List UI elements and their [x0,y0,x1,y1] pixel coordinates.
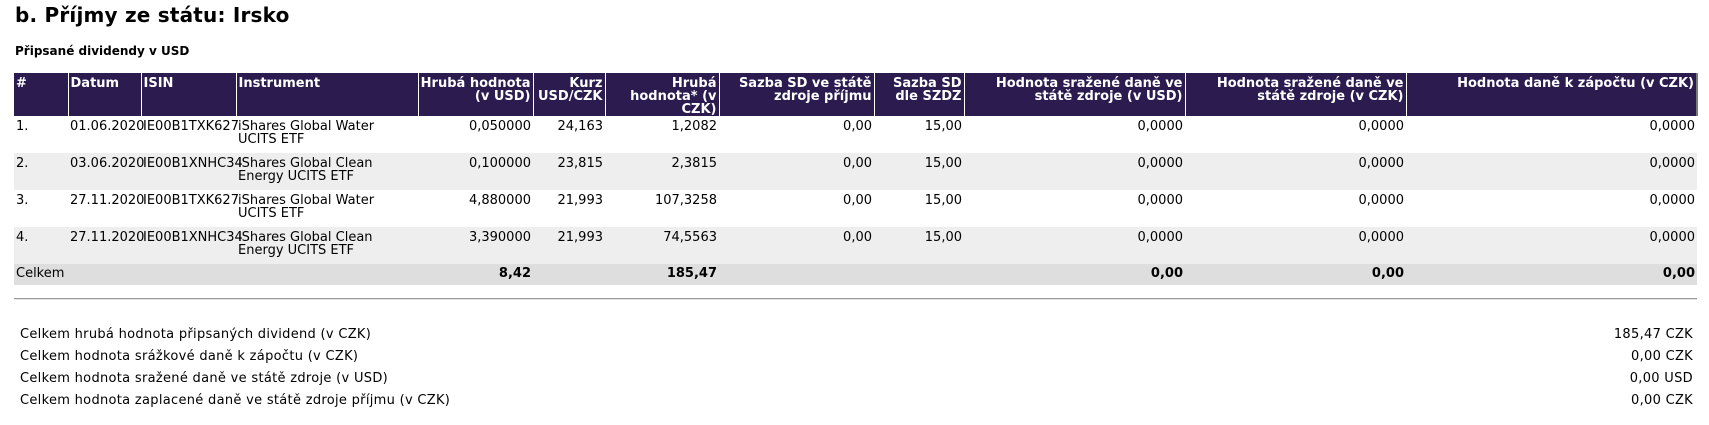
row-treaty-tax-rate: 15,00 [874,153,964,190]
page-title: b. Příjmy ze státu: Irsko [15,3,290,27]
row-withheld-czk: 0,0000 [1185,190,1406,227]
row-rate: 23,815 [533,153,605,190]
row-source-tax-rate: 0,00 [719,227,874,264]
row-date: 27.11.2020 [68,227,144,264]
header-source-tax-rate: Sazba SD ve státě zdroje příjmu [719,73,875,116]
row-source-tax-rate: 0,00 [719,190,874,227]
table-row: 2. 03.06.2020 IE00B1XNHC34 iShares Globa… [14,153,1697,190]
summary-value: 185,47 CZK [1613,327,1693,342]
row-number: 2. [14,153,68,190]
row-withheld-usd: 0,0000 [964,153,1185,190]
row-isin: IE00B1TXK627 [141,116,239,153]
row-isin: IE00B1XNHC34 [141,227,243,264]
row-date: 01.06.2020 [68,116,144,153]
total-withheld-czk: 0,00 [1185,264,1406,285]
row-withheld-czk: 0,0000 [1185,116,1406,153]
row-instrument: iShares Global Clean Energy UCITS ETF [236,227,418,264]
header-gross-czk: Hrubá hodnota* (v CZK) [605,73,720,116]
table-row: 3. 27.11.2020 IE00B1TXK627 iShares Globa… [14,190,1697,227]
total-withheld-usd: 0,00 [964,264,1185,285]
row-date: 03.06.2020 [68,153,144,190]
total-rate-empty [533,264,605,285]
table-header-row: # Datum ISIN Instrument Hrubá hodnota (v… [14,73,1698,116]
row-treaty-tax-rate: 15,00 [874,227,964,264]
row-withheld-czk: 0,0000 [1185,153,1406,190]
row-credit-czk: 0,0000 [1406,116,1697,153]
header-instrument: Instrument [236,73,419,116]
header-number: # [14,73,69,116]
row-credit-czk: 0,0000 [1406,227,1697,264]
row-gross-usd: 4,880000 [418,190,533,227]
row-withheld-usd: 0,0000 [964,227,1185,264]
total-gross-usd: 8,42 [418,264,533,285]
dividends-table: # Datum ISIN Instrument Hrubá hodnota (v… [14,73,1698,285]
header-rate: Kurz USD/CZK [533,73,606,116]
total-label: Celkem [14,264,418,285]
summary-value: 0,00 USD [1629,371,1693,386]
row-instrument: iShares Global Clean Energy UCITS ETF [236,153,418,190]
summary-label: Celkem hodnota sražené daně ve státě zdr… [20,371,389,386]
row-rate: 21,993 [533,190,605,227]
total-source-rate-empty [719,264,874,285]
row-number: 3. [14,190,68,227]
row-number: 1. [14,116,68,153]
summary-label: Celkem hodnota zaplacené daně ve státě z… [20,393,451,408]
header-date: Datum [68,73,142,116]
table-row: 4. 27.11.2020 IE00B1XNHC34 iShares Globa… [14,227,1697,264]
summary-label: Celkem hodnota srážkové daně k zápočtu (… [20,349,359,364]
summary-row: Celkem hodnota srážkové daně k zápočtu (… [20,348,1693,370]
row-gross-czk: 1,2082 [605,116,719,153]
row-instrument: iShares Global Water UCITS ETF [236,116,418,153]
row-credit-czk: 0,0000 [1406,190,1697,227]
row-gross-czk: 74,5563 [605,227,719,264]
row-gross-czk: 107,3258 [605,190,719,227]
table-total-row: Celkem 8,42 185,47 0,00 0,00 0,00 [14,264,1697,285]
row-gross-czk: 2,3815 [605,153,719,190]
header-gross-usd: Hrubá hodnota (v USD) [418,73,534,116]
summary-row: Celkem hodnota zaplacené daně ve státě z… [20,392,1693,414]
header-withheld-usd: Hodnota sražené daně ve státě zdroje (v … [964,73,1186,116]
row-gross-usd: 3,390000 [418,227,533,264]
total-credit-czk: 0,00 [1406,264,1697,285]
header-credit-czk: Hodnota daně k zápočtu (v CZK) [1406,73,1698,116]
summary-row: Celkem hrubá hodnota připsaných dividend… [20,326,1693,348]
header-treaty-tax-rate: Sazba SD dle SZDZ [874,73,965,116]
row-rate: 24,163 [533,116,605,153]
header-withheld-czk: Hodnota sražené daně ve státě zdroje (v … [1185,73,1407,116]
row-source-tax-rate: 0,00 [719,116,874,153]
summary-row: Celkem hodnota sražené daně ve státě zdr… [20,370,1693,392]
row-number: 4. [14,227,68,264]
row-date: 27.11.2020 [68,190,144,227]
total-gross-czk: 185,47 [605,264,719,285]
row-rate: 21,993 [533,227,605,264]
total-treaty-rate-empty [874,264,964,285]
row-withheld-usd: 0,0000 [964,190,1185,227]
row-treaty-tax-rate: 15,00 [874,190,964,227]
row-instrument: iShares Global Water UCITS ETF [236,190,418,227]
row-source-tax-rate: 0,00 [719,153,874,190]
summary-value: 0,00 CZK [1631,349,1693,364]
summary-value: 0,00 CZK [1631,393,1693,408]
row-treaty-tax-rate: 15,00 [874,116,964,153]
row-gross-usd: 0,050000 [418,116,533,153]
row-isin: IE00B1XNHC34 [141,153,243,190]
summary-block: Celkem hrubá hodnota připsaných dividend… [20,326,1693,414]
header-isin: ISIN [141,73,237,116]
section-divider [14,298,1697,300]
row-gross-usd: 0,100000 [418,153,533,190]
row-withheld-czk: 0,0000 [1185,227,1406,264]
row-withheld-usd: 0,0000 [964,116,1185,153]
row-isin: IE00B1TXK627 [141,190,239,227]
table-row: 1. 01.06.2020 IE00B1TXK627 iShares Globa… [14,116,1697,153]
section-subtitle: Připsané dividendy v USD [15,44,190,58]
row-credit-czk: 0,0000 [1406,153,1697,190]
summary-label: Celkem hrubá hodnota připsaných dividend… [20,327,372,342]
